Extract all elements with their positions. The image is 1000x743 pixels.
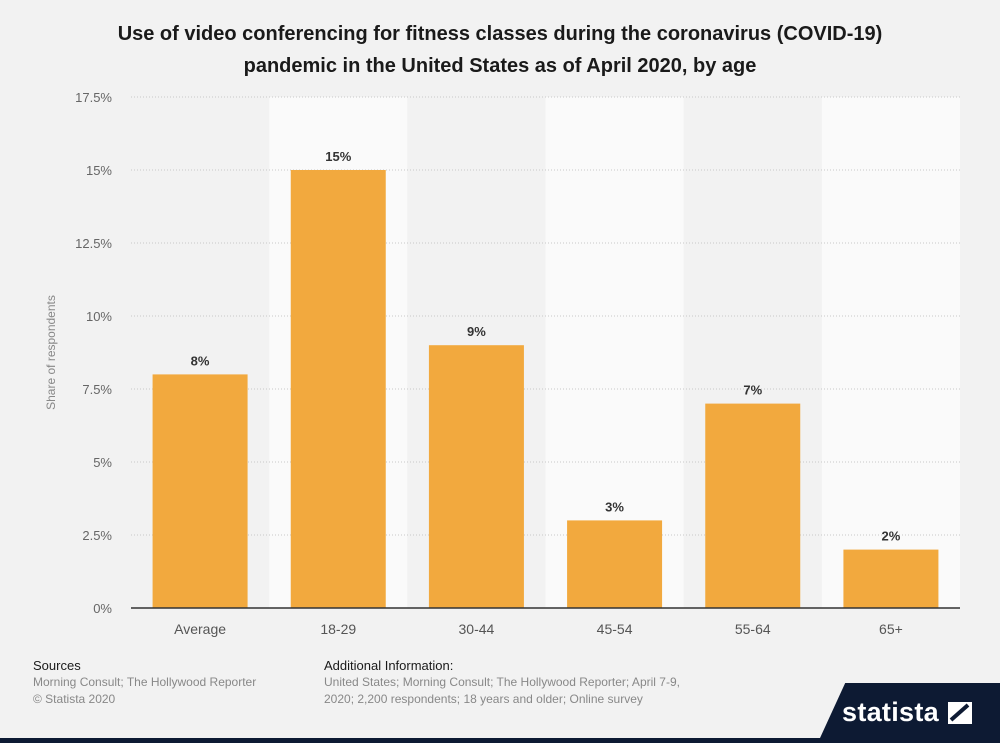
bottom-accent-bar [0, 738, 1000, 743]
additional-info-block: Additional Information: United States; M… [324, 657, 704, 708]
additional-info-line2: 2020; 2,200 respondents; 18 years and ol… [324, 692, 643, 706]
additional-info-heading: Additional Information: [324, 658, 454, 673]
bar-18-29 [290, 170, 386, 608]
sources-block: Sources Morning Consult; The Hollywood R… [33, 657, 293, 708]
data-label: 9% [467, 324, 486, 339]
x-tick-label: 45-54 [597, 621, 633, 637]
additional-info-line1: United States; Morning Consult; The Holl… [324, 675, 680, 689]
bar-chart: 0% 2.5% 5% 7.5% 10% 12.5% 15% 17.5% Share of res… [44, 90, 960, 637]
y-tick-label: 7.5% [82, 382, 112, 397]
data-label: 2% [882, 529, 901, 544]
bar-45-54 [567, 520, 663, 608]
y-tick-label: 17.5% [75, 90, 112, 105]
x-tick-label: 30-44 [459, 621, 495, 637]
data-label: 3% [605, 499, 624, 514]
x-tick-label: Average [174, 621, 226, 637]
sources-text: Morning Consult; The Hollywood Reporter [33, 675, 257, 689]
copyright-text: © Statista 2020 [33, 692, 116, 706]
bar-55-64 [705, 403, 801, 608]
data-label: 15% [325, 149, 351, 164]
y-tick-label: 2.5% [82, 528, 112, 543]
y-tick-label: 5% [93, 455, 112, 470]
y-tick-label: 12.5% [75, 236, 112, 251]
x-tick-label: 55-64 [735, 621, 771, 637]
column-band [821, 97, 960, 608]
data-label: 7% [743, 383, 762, 398]
x-tick-label: 65+ [879, 621, 903, 637]
y-axis-title: Share of respondents [44, 295, 58, 410]
statista-logo-text: statista [842, 697, 939, 727]
x-tick-label: 18-29 [320, 621, 356, 637]
bar-average [152, 374, 248, 608]
data-label: 8% [191, 353, 210, 368]
chart-title: Use of video conferencing for fitness cl… [117, 23, 883, 77]
bar-30-44 [428, 345, 524, 608]
y-tick-label: 10% [86, 309, 112, 324]
sources-heading: Sources [33, 658, 81, 673]
statista-logo-icon [948, 702, 972, 724]
bar-65+ [843, 549, 939, 608]
y-tick-label: 15% [86, 163, 112, 178]
y-tick-label: 0% [93, 601, 112, 616]
